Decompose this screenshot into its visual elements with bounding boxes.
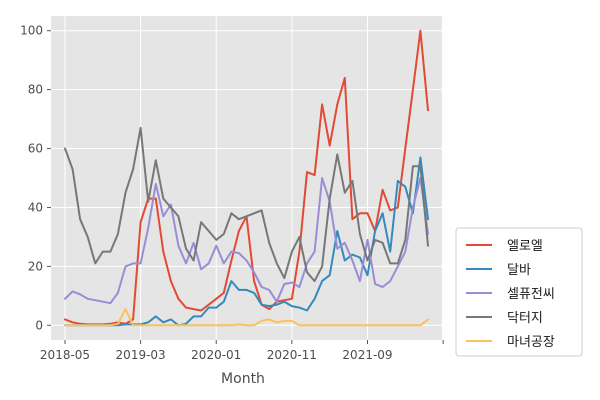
series-layer bbox=[64, 29, 429, 327]
x-tick-label: 2020-01 bbox=[191, 348, 241, 362]
legend-box bbox=[455, 227, 583, 357]
series-line-1 bbox=[64, 156, 429, 327]
legend-label-4: 마녀공장 bbox=[507, 335, 555, 350]
x-tick-label: 2021-09 bbox=[342, 348, 392, 362]
grid bbox=[51, 16, 444, 340]
y-tick-label: 60 bbox=[28, 142, 43, 156]
legend-label-0: 엘로엘 bbox=[507, 239, 543, 254]
y-tick-label: 100 bbox=[20, 24, 43, 38]
x-tick-label: 2020-11 bbox=[267, 348, 317, 362]
legend-label-2: 셀퓨전씨 bbox=[507, 287, 555, 302]
series-line-4 bbox=[64, 308, 429, 327]
plot-area bbox=[51, 16, 442, 340]
y-tick-label: 0 bbox=[35, 318, 43, 332]
x-axis-title: Month bbox=[221, 371, 265, 387]
series-line-2 bbox=[64, 177, 429, 305]
legend-label-3: 닥터지 bbox=[507, 311, 543, 326]
y-tick-label: 80 bbox=[28, 83, 43, 97]
legend-label-1: 달바 bbox=[507, 263, 531, 278]
series-line-3 bbox=[64, 126, 429, 283]
y-tick-label: 40 bbox=[28, 200, 43, 214]
axis-layer: 0 20 40 60 80 100 2018-05 2019-03 2020-01 2020-11… bbox=[20, 24, 444, 362]
x-tick-label: 2019-03 bbox=[116, 348, 166, 362]
y-tick-label: 20 bbox=[28, 259, 43, 273]
x-tick-label: 2018-05 bbox=[40, 348, 90, 362]
